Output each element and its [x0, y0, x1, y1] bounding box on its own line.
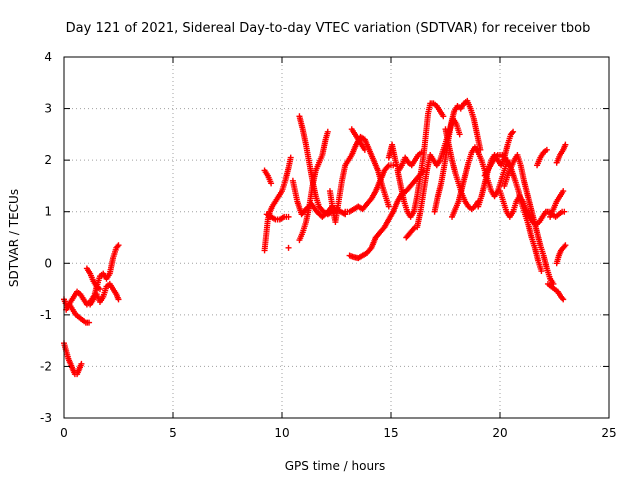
data-point — [560, 188, 567, 195]
chart-grid — [64, 57, 609, 418]
x-tick-label: 15 — [383, 426, 398, 440]
y-tick-label: 4 — [44, 50, 52, 64]
data-point — [562, 242, 569, 249]
data-track — [61, 340, 85, 378]
y-tick-label: 3 — [44, 102, 52, 116]
data-point — [390, 162, 397, 169]
data-point — [86, 319, 93, 326]
data-point — [543, 146, 550, 153]
data-points — [61, 97, 569, 378]
y-tick-label: 2 — [44, 153, 52, 167]
data-point — [561, 243, 568, 250]
x-tick-label: 0 — [60, 426, 68, 440]
data-point — [410, 225, 417, 232]
data-track — [394, 100, 447, 220]
x-axis-label: GPS time / hours — [285, 459, 386, 473]
data-track — [342, 162, 397, 215]
data-point — [385, 203, 392, 210]
data-track — [385, 141, 425, 174]
x-tick-label: 20 — [492, 426, 507, 440]
data-point — [538, 268, 545, 275]
data-point — [411, 224, 418, 231]
data-point — [115, 296, 122, 303]
data-point — [560, 296, 567, 303]
data-track — [261, 154, 294, 254]
data-track — [547, 188, 567, 220]
data-track — [261, 167, 275, 187]
x-tick-label: 5 — [169, 426, 177, 440]
chart-title: Day 121 of 2021, Sidereal Day-to-day VTE… — [66, 21, 591, 36]
data-track — [431, 97, 484, 215]
data-point — [367, 246, 374, 253]
data-point — [559, 295, 566, 302]
data-point — [561, 208, 568, 215]
data-point — [96, 286, 103, 293]
data-track — [87, 242, 122, 308]
data-point — [115, 242, 122, 249]
data-track — [263, 211, 292, 223]
data-track — [346, 167, 427, 262]
y-tick-label: 0 — [44, 256, 52, 270]
data-track — [348, 126, 368, 153]
y-tick-label: -3 — [40, 411, 52, 425]
data-point — [78, 360, 85, 367]
data-track — [534, 146, 550, 169]
axis-ticks: 0 5 10 15 20 25 -3 -2 -1 0 1 2 3 4 — [40, 50, 617, 440]
data-track — [83, 265, 103, 293]
y-tick-label: -2 — [40, 359, 52, 373]
plot-frame — [63, 56, 610, 419]
data-track — [553, 242, 569, 267]
data-track — [497, 188, 568, 228]
data-point — [285, 213, 292, 220]
data-track — [403, 224, 418, 241]
data-point — [384, 163, 391, 170]
data-point — [268, 180, 275, 187]
data-point — [287, 154, 294, 161]
data-point — [114, 243, 121, 250]
data-point — [456, 131, 463, 138]
data-point — [510, 128, 517, 135]
y-tick-label: -1 — [40, 308, 52, 322]
data-point — [324, 128, 331, 135]
data-track — [285, 244, 292, 251]
data-track — [296, 128, 331, 244]
x-tick-label: 10 — [274, 426, 289, 440]
data-point — [508, 130, 515, 137]
y-axis-label: SDTVAR / TECUs — [7, 189, 21, 287]
data-point — [493, 153, 500, 160]
data-point — [562, 141, 569, 148]
data-point — [285, 244, 292, 251]
data-point — [361, 146, 368, 153]
data-track — [63, 301, 93, 326]
data-point — [440, 113, 447, 120]
data-track — [544, 280, 567, 303]
data-track — [553, 141, 569, 166]
x-tick-label: 25 — [601, 426, 616, 440]
y-tick-label: 1 — [44, 205, 52, 219]
